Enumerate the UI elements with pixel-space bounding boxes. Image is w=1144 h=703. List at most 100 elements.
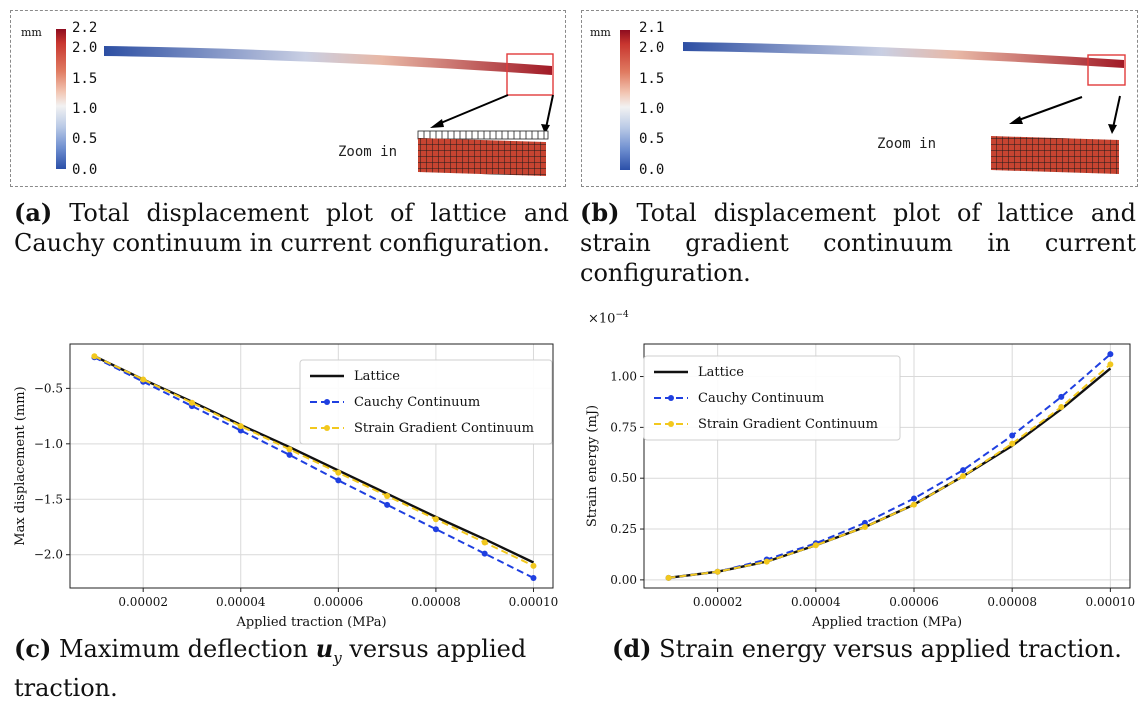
- chart-c-ytick-label-0: −0.5: [34, 381, 63, 395]
- chart-c-xtick-label-4: 0.00010: [509, 595, 559, 609]
- caption-a-text: Total displacement plot of lattice and C…: [14, 199, 569, 257]
- chart-c-series-2-point-0: [91, 353, 98, 360]
- panel-b-cbar-tick-1: 2.0: [639, 40, 665, 56]
- panel-a-cbar-tick-1: 2.0: [72, 40, 98, 56]
- chart-c-series-2-point-1: [140, 376, 147, 383]
- chart-c-legend-box: [299, 359, 553, 445]
- chart-c-series-1-point-9: [530, 575, 537, 582]
- chart-c-series-2-point-4: [286, 446, 293, 453]
- chart-d-series-0-line: [668, 367, 1112, 579]
- chart-d-scale-exp: −4: [615, 310, 629, 320]
- chart-d-ytick-label-4: 1.00: [610, 370, 637, 384]
- chart-d-legend-box: [643, 355, 901, 441]
- panel-a-unit: mm: [21, 26, 42, 39]
- chart-c-series-1-point-6: [384, 501, 391, 508]
- panel-a-cbar-tick-2: 1.5: [72, 71, 98, 87]
- chart-c-series-1-point-3: [237, 427, 244, 434]
- chart-d-series-2-point-8: [1058, 404, 1065, 411]
- chart-c-series-1-point-4: [286, 451, 293, 458]
- caption-a: (a) Total displacement plot of lattice a…: [14, 198, 569, 258]
- panel-a-zoom-box: [506, 53, 554, 96]
- chart-d-series-2-point-2: [763, 558, 770, 565]
- panel-b-arrow-2: [1112, 95, 1121, 129]
- panel-b-cbar-tick-5: 0.0: [639, 162, 665, 178]
- chart-d-series-2-point-4: [861, 524, 868, 530]
- panel-a-zoom-label: Zoom in: [338, 144, 398, 160]
- panel-b-beam: [683, 42, 1124, 68]
- chart-d-series-2-point-6: [960, 473, 967, 480]
- chart-c-xtick-label-3: 0.00008: [411, 595, 461, 609]
- chart-d-xtick-label-4: 0.00010: [1086, 595, 1136, 609]
- chart-d-ytick-label-3: 0.75: [610, 420, 637, 434]
- chart-d-legend-label-1: Cauchy Continuum: [698, 391, 824, 406]
- panel-b-cbar-tick-3: 1.0: [639, 101, 665, 117]
- chart-d-series-1-line: [668, 353, 1112, 579]
- caption-b: (b) Total displacement plot of lattice a…: [580, 198, 1136, 288]
- caption-d: (d) Strain energy versus applied tractio…: [612, 634, 1142, 664]
- panel-b-unit: mm: [590, 26, 611, 39]
- chart-c-series-2-point-7: [432, 516, 439, 523]
- chart-c-xtick-label-1: 0.00004: [216, 595, 266, 609]
- chart-d-scale-label: ×10−4: [588, 310, 629, 326]
- panel-a-frame: [10, 10, 566, 187]
- chart-d-legend-label-0: Lattice: [698, 365, 744, 380]
- chart-d-legend-marker-2: [668, 421, 674, 427]
- chart-c-legend-label-0: Lattice: [354, 369, 400, 384]
- chart-c-series-1-point-8: [481, 550, 488, 557]
- chart-c-max-displacement: 0.00002 0.00004 0.00006 0.00008 0.00010 −0.5 −…: [13, 343, 559, 630]
- chart-d-series-1-point-8: [1058, 393, 1065, 400]
- panel-a-cbar-tick-5: 0.0: [72, 162, 98, 178]
- caption-c-text-before: Maximum deflection: [58, 635, 316, 663]
- chart-d-legend-label-2: Strain Gradient Continuum: [698, 417, 878, 432]
- chart-d-ytick-label-2: 0.50: [610, 471, 637, 485]
- chart-c-series-2-point-3: [237, 423, 244, 430]
- caption-d-text: Strain energy versus applied traction.: [659, 635, 1122, 663]
- panel-b-cbar-tick-2: 1.5: [639, 71, 665, 87]
- panel-a-cbar-tick-0: 2.2: [72, 20, 98, 36]
- caption-c: (c) Maximum deflection uy versus applied…: [14, 634, 574, 703]
- chart-c-ytick-label-1: −1.0: [34, 437, 63, 451]
- chart-c-xtick-label-2: 0.00006: [314, 595, 364, 609]
- panel-a-arrow-2: [545, 94, 554, 129]
- chart-d-ytick-label-0: 0.00: [610, 573, 637, 587]
- chart-d-legend-marker-1: [668, 395, 674, 401]
- panel-a-cbar-tick-3: 1.0: [72, 101, 98, 117]
- chart-c-legend-marker-2: [324, 425, 330, 431]
- chart-c-series-1-line: [93, 356, 534, 579]
- panel-b-lattice-figure: [683, 42, 1126, 174]
- chart-c-series-1-point-5: [335, 477, 342, 484]
- panel-b-zoom-label: Zoom in: [877, 136, 937, 152]
- panel-b-cbar-tick-0: 2.1: [639, 20, 665, 36]
- panel-a-arrow-1: [435, 94, 509, 126]
- chart-d-series-1-point-9: [1107, 351, 1114, 358]
- chart-d-series-1-point-5: [911, 495, 917, 502]
- chart-d-series-2-point-7: [1009, 440, 1016, 447]
- chart-c-series-2-point-5: [335, 469, 342, 476]
- chart-c-xtick-label-0: 0.00002: [118, 595, 168, 609]
- caption-c-text-after: versus applied traction.: [14, 635, 527, 702]
- chart-c-legend-marker-1: [324, 399, 330, 405]
- chart-d-xtick-label-3: 0.00008: [987, 595, 1037, 609]
- chart-d-scale-base: ×10: [588, 311, 616, 327]
- chart-c-series-1-point-7: [432, 526, 439, 533]
- panel-a-beam: [104, 46, 552, 75]
- chart-c-series-2-line: [93, 355, 534, 567]
- panel-b-arrow-1: [1015, 96, 1083, 122]
- chart-c-plot-frame: [69, 343, 554, 589]
- caption-c-tag: (c): [14, 634, 52, 663]
- chart-c-ytick-label-2: −1.5: [34, 492, 63, 506]
- caption-b-text: Total displacement plot of lattice and s…: [580, 199, 1136, 287]
- panel-b-cbar-tick-4: 0.5: [639, 131, 665, 147]
- chart-d-plot-frame: [643, 343, 1131, 589]
- panel-a-cbar-tick-4: 0.5: [72, 131, 98, 147]
- chart-c-ytick-label-3: −2.0: [34, 548, 63, 562]
- panel-b-colorbar: [620, 30, 630, 170]
- chart-d-xlabel: Applied traction (MPa): [811, 615, 962, 630]
- caption-b-tag: (b): [580, 198, 620, 227]
- chart-c-series-2-point-2: [188, 399, 195, 406]
- caption-c-symbol: u: [315, 634, 334, 663]
- chart-c-series-2-point-8: [481, 539, 488, 546]
- chart-c-legend-label-2: Strain Gradient Continuum: [354, 421, 534, 436]
- panel-a-lattice-figure: [104, 46, 554, 176]
- chart-d-series-1-point-6: [960, 467, 967, 474]
